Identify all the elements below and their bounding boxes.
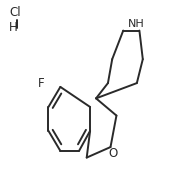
Text: F: F (38, 77, 45, 90)
Text: H: H (9, 21, 18, 34)
Text: O: O (108, 147, 118, 160)
Text: Cl: Cl (9, 6, 21, 19)
Text: NH: NH (128, 19, 145, 29)
